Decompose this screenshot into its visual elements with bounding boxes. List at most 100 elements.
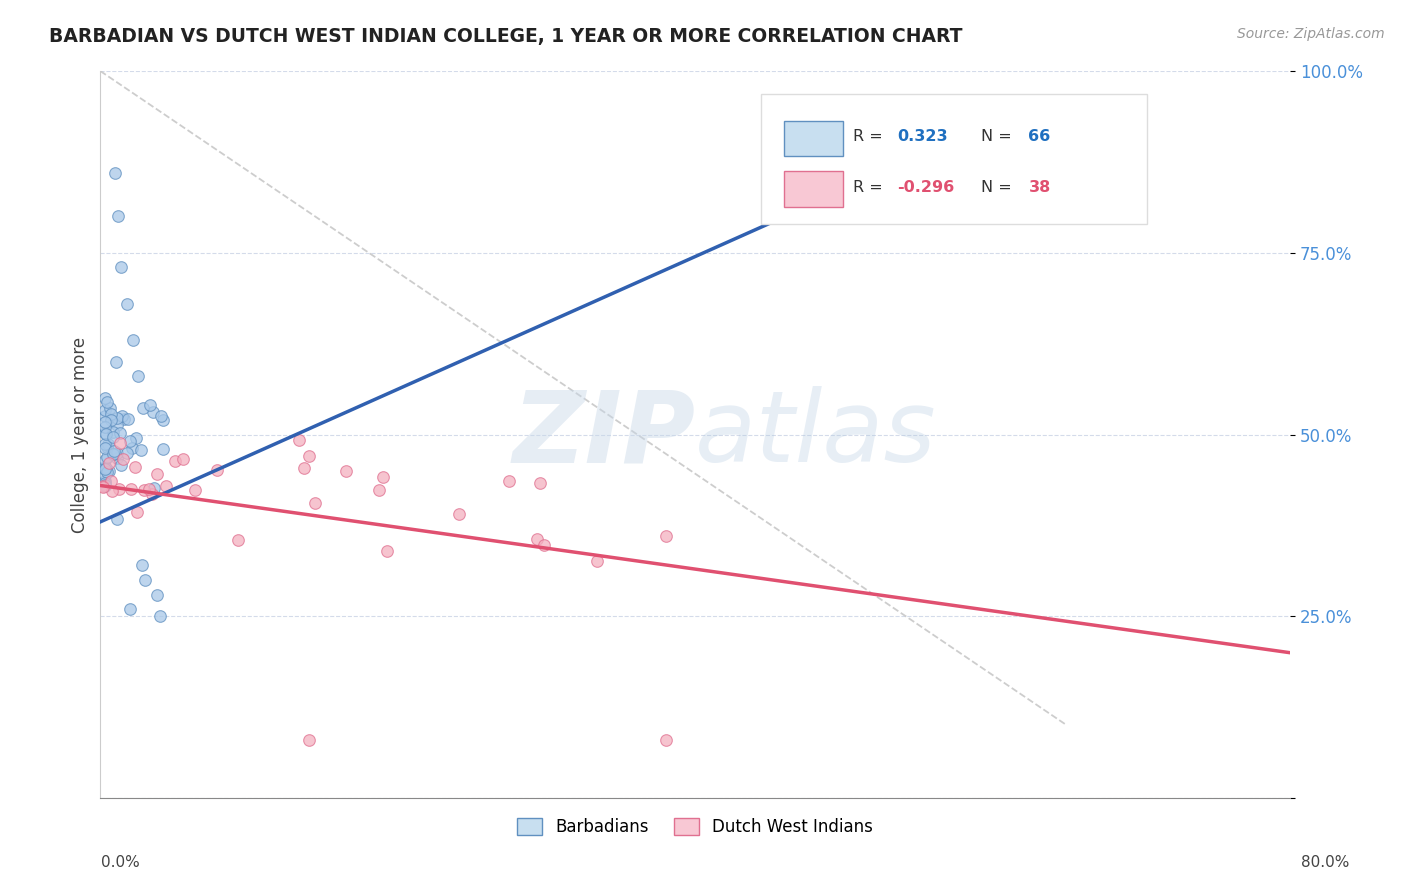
Point	[108, 436, 131, 450]
Point	[585, 554, 607, 568]
FancyBboxPatch shape	[785, 171, 842, 207]
Point	[498, 475, 520, 489]
Point	[129, 443, 152, 458]
Point	[115, 445, 138, 459]
Point	[94, 478, 117, 492]
Point	[172, 452, 194, 467]
FancyBboxPatch shape	[785, 120, 842, 156]
Point	[163, 454, 186, 468]
Text: Source: ZipAtlas.com: Source: ZipAtlas.com	[1237, 27, 1385, 41]
Point	[96, 440, 118, 454]
Point	[533, 538, 555, 552]
FancyBboxPatch shape	[761, 95, 1147, 224]
Point	[94, 460, 117, 475]
Point	[96, 395, 118, 409]
Text: 0.323: 0.323	[897, 129, 948, 144]
Point	[101, 447, 124, 461]
Point	[105, 512, 128, 526]
Point	[97, 464, 120, 478]
Point	[127, 369, 149, 384]
Point	[118, 434, 141, 449]
Point	[111, 409, 134, 423]
Point	[134, 573, 156, 587]
Point	[139, 398, 162, 412]
Point	[100, 407, 122, 421]
Point	[304, 496, 326, 510]
Point	[110, 260, 132, 275]
Point	[654, 529, 676, 543]
Text: N =: N =	[981, 180, 1017, 194]
Point	[529, 476, 551, 491]
Point	[141, 487, 163, 501]
Point	[152, 442, 174, 457]
Point	[94, 392, 117, 406]
Point	[124, 460, 146, 475]
Point	[105, 355, 128, 369]
Point	[377, 543, 399, 558]
Point	[115, 296, 138, 310]
Point	[155, 479, 177, 493]
Point	[103, 447, 125, 461]
Text: N =: N =	[981, 129, 1017, 144]
Y-axis label: College, 1 year or more: College, 1 year or more	[72, 336, 89, 533]
Point	[105, 446, 128, 460]
Point	[97, 437, 120, 451]
Text: ZIP: ZIP	[512, 386, 695, 483]
Point	[94, 415, 117, 429]
Point	[103, 430, 125, 444]
Text: 0.0%: 0.0%	[101, 855, 141, 870]
Point	[122, 333, 145, 347]
Point	[654, 733, 676, 747]
Point	[94, 479, 117, 493]
Point	[120, 482, 142, 496]
Text: -0.296: -0.296	[897, 180, 955, 194]
Point	[94, 467, 117, 482]
Point	[94, 426, 117, 441]
Text: 38: 38	[1028, 180, 1050, 194]
Point	[103, 443, 125, 458]
Point	[207, 463, 229, 477]
Point	[125, 505, 148, 519]
Point	[94, 403, 117, 417]
Point	[120, 602, 142, 616]
Point	[105, 450, 128, 465]
Point	[184, 483, 207, 497]
Point	[143, 481, 166, 495]
Point	[94, 420, 117, 434]
Text: 80.0%: 80.0%	[1302, 855, 1350, 870]
Point	[101, 484, 124, 499]
Point	[105, 417, 128, 432]
Point	[108, 425, 131, 440]
Point	[94, 436, 117, 450]
Point	[104, 166, 127, 180]
Point	[105, 410, 128, 425]
Point	[152, 413, 174, 427]
Point	[112, 412, 135, 426]
Text: R =: R =	[853, 129, 889, 144]
Point	[111, 451, 134, 466]
Text: BARBADIAN VS DUTCH WEST INDIAN COLLEGE, 1 YEAR OR MORE CORRELATION CHART: BARBADIAN VS DUTCH WEST INDIAN COLLEGE, …	[49, 27, 963, 45]
Point	[110, 458, 132, 472]
Point	[107, 210, 129, 224]
Point	[94, 474, 117, 488]
Text: atlas: atlas	[695, 386, 936, 483]
Point	[131, 558, 153, 573]
Legend: Barbadians, Dutch West Indians: Barbadians, Dutch West Indians	[509, 810, 882, 845]
Point	[96, 461, 118, 475]
Point	[117, 411, 139, 425]
Point	[146, 467, 169, 481]
Point	[297, 450, 319, 464]
Point	[526, 532, 548, 546]
Point	[103, 425, 125, 439]
Point	[125, 431, 148, 445]
Point	[292, 461, 315, 475]
Point	[94, 427, 117, 442]
Point	[91, 479, 114, 493]
Point	[297, 733, 319, 747]
Point	[96, 450, 118, 465]
Point	[149, 409, 172, 423]
Text: R =: R =	[853, 180, 889, 194]
Point	[94, 476, 117, 491]
Point	[91, 480, 114, 494]
Point	[94, 441, 117, 455]
